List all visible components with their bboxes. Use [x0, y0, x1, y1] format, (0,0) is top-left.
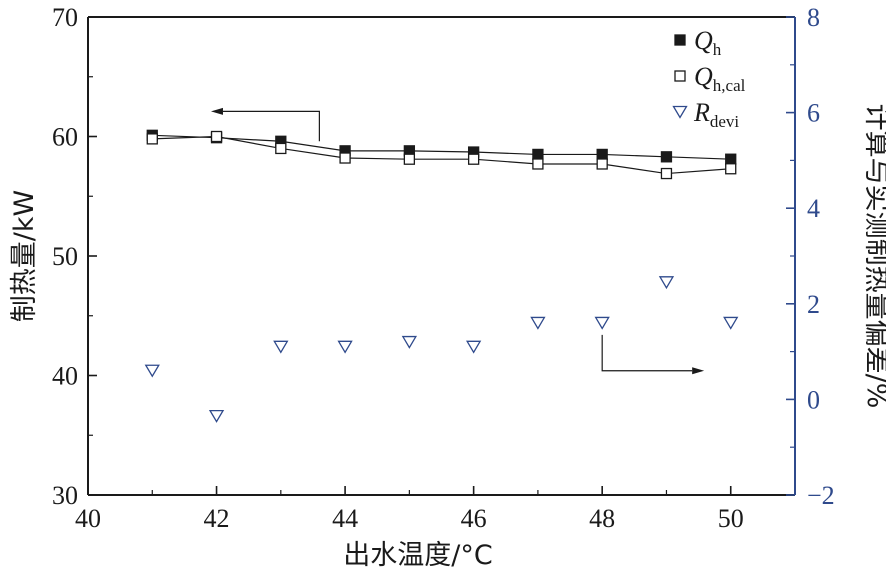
marker-q-hcal: [660, 167, 673, 180]
marker-q-hcal: [467, 153, 480, 165]
left-axis-arrow-line: [222, 110, 320, 142]
y-right-tick-label: 6: [807, 99, 820, 128]
y-right-tick-label: −2: [807, 481, 835, 510]
y-right-tick-label: 2: [807, 290, 820, 319]
y-left-tick-label: 70: [52, 3, 78, 32]
series-line-1: [152, 135, 731, 175]
x-axis-label: 出水温度/°C: [343, 540, 492, 571]
legend-marker-r-devi: [672, 105, 688, 119]
legend-label-2: Rdevi: [693, 98, 739, 131]
marker-r-devi: [658, 276, 675, 290]
marker-q-hcal: [275, 142, 287, 155]
marker-r-devi: [465, 340, 482, 354]
annotation-arrows: [210, 107, 705, 375]
marker-r-devi: [208, 409, 225, 423]
plot-frame: [87, 16, 796, 496]
x-tick-label: 50: [718, 504, 744, 533]
legend-marker-q-h: [674, 34, 686, 46]
y-axis-right: −2 0 2 4 6 8: [786, 3, 835, 510]
marker-r-devi: [401, 335, 418, 349]
marker-r-devi: [530, 316, 546, 330]
marker-q-h: [725, 153, 737, 165]
y-axis-left-label: 制热量/kW: [9, 190, 40, 322]
y-right-tick-label: 8: [807, 3, 820, 32]
x-axis: 40 42 44 46 48 50: [75, 486, 744, 533]
marker-r-devi: [144, 364, 160, 378]
legend-label-1: Qh,cal: [694, 62, 746, 95]
x-tick-label: 48: [589, 504, 615, 533]
y-left-tick-label: 50: [52, 242, 78, 271]
marker-q-h: [596, 148, 608, 161]
right-axis-arrow-line: [601, 334, 693, 372]
marker-r-devi: [594, 316, 610, 330]
y-left-tick-label: 60: [52, 123, 78, 152]
y-axis-left: 30 40 50 60 70: [52, 3, 97, 510]
y-axis-right-label: 计算与实测制热量偏差/%: [861, 104, 886, 409]
right-axis-arrow-head: [692, 367, 705, 375]
series-markers: [144, 129, 739, 423]
marker-r-devi: [337, 340, 353, 354]
marker-r-devi: [723, 316, 739, 330]
x-tick-label: 46: [461, 504, 487, 533]
series-line-0: [152, 134, 731, 160]
marker-r-devi: [273, 340, 289, 354]
left-axis-arrow-head: [210, 107, 223, 115]
marker-q-hcal: [532, 158, 544, 170]
y-right-tick-label: 0: [807, 385, 820, 414]
x-tick-label: 44: [332, 504, 358, 533]
marker-q-hcal: [725, 163, 737, 175]
legend-label-0: Qh: [694, 26, 722, 59]
y-right-tick-label: 4: [807, 194, 820, 223]
marker-q-hcal: [403, 153, 416, 165]
marker-q-h: [532, 148, 544, 161]
marker-q-h: [660, 151, 673, 163]
y-left-tick-label: 30: [52, 481, 78, 510]
marker-q-hcal: [596, 158, 608, 170]
legend-marker-q-hcal: [674, 70, 686, 82]
marker-q-hcal: [210, 130, 223, 143]
y-left-tick-label: 40: [52, 362, 78, 391]
x-tick-label: 42: [204, 504, 230, 533]
marker-q-hcal: [339, 152, 351, 164]
x-tick-label: 40: [75, 504, 101, 533]
marker-q-hcal: [146, 133, 158, 145]
series-lines: [152, 134, 731, 175]
